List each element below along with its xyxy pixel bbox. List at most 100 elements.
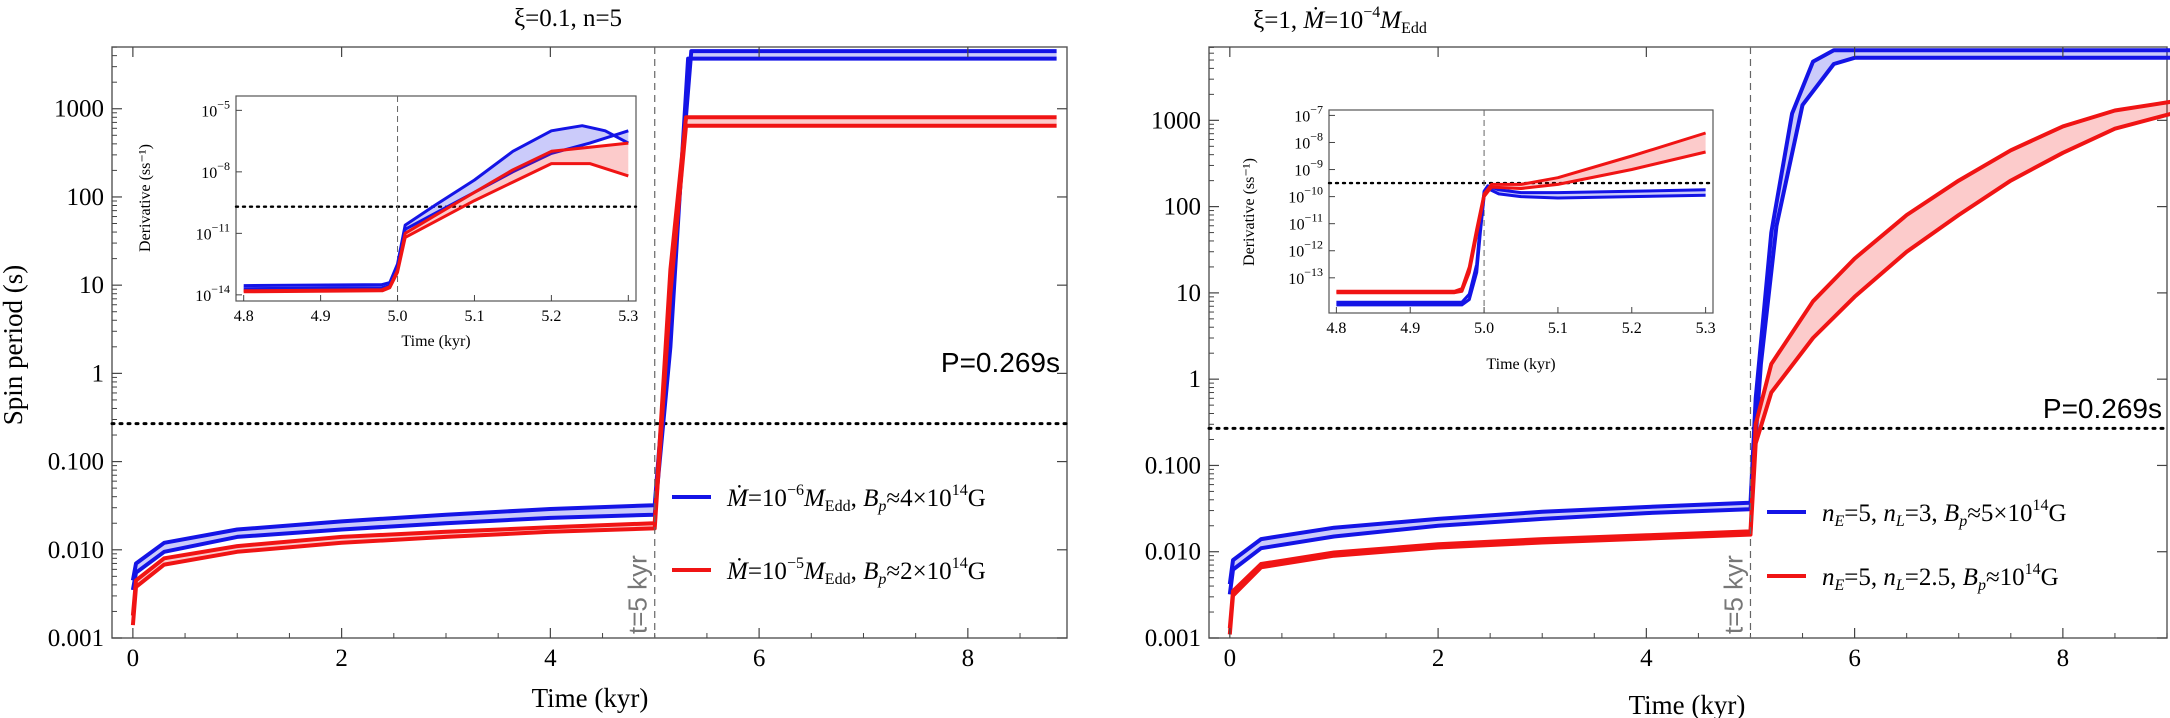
left-panel: ξ=0.1, n=5 0 2 4 6 8 0.001 0.010 0.100 1 10 100 100… (0, 5, 1069, 713)
inset-y-tick-base: 10 (195, 288, 211, 305)
right-plot-frame (1208, 46, 2168, 639)
right-x-axis-label: Time (kyr) (1629, 690, 1746, 718)
x-tick-label: 6 (753, 645, 766, 672)
inset-y-tick-label: 10−11 (196, 220, 230, 243)
y-tick-label: 0.001 (48, 625, 104, 652)
inset-y-tick-label: 10−13 (1288, 265, 1323, 288)
right-panel-title: ξ=1, Ṁ=10−4MEdd (1253, 4, 1427, 37)
left-inset-series-bands (243, 124, 630, 294)
inset-y-tick-label: 10−8 (201, 159, 230, 182)
inset-y-tick-base: 10 (1294, 163, 1310, 180)
legend-entry-left-1: Ṁ=10−6MEdd, Bp≈4×1014G (726, 482, 986, 515)
inset-y-tick-base: 10 (196, 226, 212, 243)
inset-y-tick-base: 10 (1288, 271, 1304, 288)
inset-x-tick-label: 5.0 (1474, 320, 1494, 337)
inset-y-tick-exponent: −5 (217, 97, 230, 111)
right-inset-ticks: 4.8 4.9 5.0 5.1 5.2 5.310−1310−1210−1110−1010… (1288, 102, 1715, 337)
y-tick-label: 0.001 (1145, 625, 1201, 652)
inset-y-tick-exponent: −11 (212, 220, 230, 234)
y-tick-label: 10 (1176, 280, 1201, 307)
y-tick-label: 1 (1189, 366, 1202, 393)
right-inset-y-label: Derivative (ss⁻¹) (1241, 158, 1258, 266)
left-inset-y-label: Derivative (ss⁻¹) (137, 144, 154, 252)
series-2-lower-curve (130, 123, 1057, 626)
left-plot-frame (111, 46, 1068, 639)
inset-x-tick-label: 5.1 (464, 308, 484, 325)
inset-x-tick-label: 5.1 (1548, 320, 1568, 337)
right-inset-x-label: Time (kyr) (1486, 356, 1555, 373)
left-inset-x-label: Time (kyr) (401, 333, 470, 350)
left-x-axis-label: Time (kyr) (532, 683, 649, 713)
inset-series-1-upper-curve (243, 124, 630, 288)
inset-series-2-lower-curve (1336, 150, 1706, 295)
right-inset-frame (1328, 109, 1714, 314)
legend-entry-right-2: nE=5, nL=2.5, Bp≈1014G (1822, 561, 2059, 594)
y-tick-label: 0.100 (1145, 452, 1201, 479)
right-legend: nE=5, nL=3, Bp≈5×1014G nE=5, nL=2.5, Bp≈… (1767, 497, 2067, 594)
x-tick-label: 2 (1432, 645, 1445, 672)
y-tick-label: 1 (92, 360, 105, 387)
inset-x-tick-label: 5.2 (1622, 320, 1642, 337)
inset-y-tick-base: 10 (1294, 135, 1310, 152)
inset-y-tick-base: 10 (1288, 244, 1304, 261)
right-ticks: 0 2 4 6 8 0.001 0.010 0.100 1 10 100 1000 (1145, 46, 2168, 672)
inset-series-2-band-fill (243, 143, 629, 292)
x-tick-label: 4 (1640, 645, 1653, 672)
x-tick-label: 0 (127, 645, 140, 672)
series-2-lower-curve (1227, 112, 2170, 635)
y-tick-label: 100 (1164, 194, 1202, 221)
y-tick-label: 0.010 (48, 537, 104, 564)
inset-y-tick-exponent: −8 (217, 159, 230, 173)
inset-y-tick-label: 10−9 (1294, 157, 1323, 180)
inset-y-tick-label: 10−11 (1289, 211, 1323, 234)
inset-y-tick-exponent: −14 (211, 282, 230, 296)
series-1-lower-curve (130, 56, 1057, 591)
left-event-label: t=5 kyr (623, 555, 653, 634)
left-ticks: 0 2 4 6 8 0.001 0.010 0.100 1 10 100 1000 (48, 46, 1067, 672)
inset-y-tick-exponent: −8 (1310, 129, 1323, 143)
inset-y-tick-label: 10−14 (195, 282, 230, 305)
inset-x-tick-label: 4.9 (311, 308, 331, 325)
legend-entry-left-2: Ṁ=10−5MEdd, Bp≈2×1014G (726, 555, 986, 588)
left-y-axis-label: Spin period (s) (0, 265, 28, 425)
inset-y-tick-exponent: −9 (1310, 157, 1323, 171)
right-inset-series-bands (1336, 131, 1707, 307)
x-tick-label: 8 (2057, 645, 2070, 672)
series-2-upper-curve (1227, 99, 2170, 629)
inset-y-tick-label: 10−5 (201, 97, 230, 120)
inset-y-tick-exponent: −11 (1305, 211, 1323, 225)
x-tick-label: 2 (335, 645, 348, 672)
inset-series-2-upper-curve (1336, 131, 1707, 293)
y-tick-label: 0.010 (1145, 539, 1201, 566)
y-tick-label: 1000 (1151, 107, 1201, 134)
x-tick-label: 6 (1848, 645, 1861, 672)
inset-series-1-upper-curve (1336, 184, 1706, 304)
inset-x-tick-label: 4.8 (1326, 320, 1346, 337)
inset-x-tick-label: 5.0 (388, 308, 408, 325)
x-tick-label: 4 (544, 645, 557, 672)
inset-y-tick-label: 10−7 (1294, 102, 1323, 125)
y-tick-label: 1000 (54, 96, 104, 123)
x-tick-label: 0 (1224, 645, 1237, 672)
series-1-band-fill (132, 51, 1057, 591)
inset-y-tick-label: 10−10 (1288, 184, 1323, 207)
inset-series-1-band-fill (243, 125, 629, 289)
inset-x-tick-label: 5.2 (541, 308, 561, 325)
right-event-label: t=5 kyr (1718, 555, 1748, 634)
right-panel: ξ=1, Ṁ=10−4MEdd 0 2 4 6 80.0010.0100.1001101… (1145, 4, 2170, 718)
inset-y-tick-exponent: −12 (1304, 238, 1323, 252)
y-tick-label: 100 (67, 184, 105, 211)
left-legend: Ṁ=10−6MEdd, Bp≈4×1014G Ṁ=10−5MEdd, Bp≈2×… (672, 482, 986, 588)
inset-y-tick-exponent: −7 (1310, 102, 1323, 116)
left-inset-frame (235, 95, 637, 302)
inset-y-tick-base: 10 (1294, 108, 1310, 125)
left-reference-label: P=0.269s (941, 347, 1060, 378)
inset-x-tick-label: 4.9 (1400, 320, 1420, 337)
legend-entry-right-1: nE=5, nL=3, Bp≈5×1014G (1822, 497, 2067, 530)
right-inset: 4.8 4.9 5.0 5.1 5.2 5.310−1310−1210−1110−1010… (1241, 102, 1716, 373)
x-tick-label: 8 (962, 645, 975, 672)
inset-y-tick-label: 10−8 (1294, 129, 1323, 152)
right-series-bands (1227, 48, 2170, 635)
